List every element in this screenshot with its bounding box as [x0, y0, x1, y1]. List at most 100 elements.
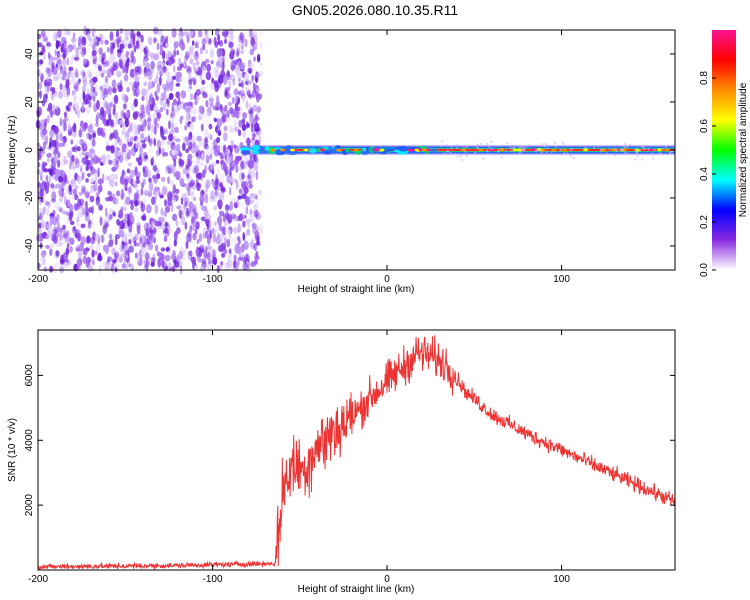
- noise-speckle: [105, 140, 110, 147]
- noise-speckle: [93, 181, 98, 192]
- noise-speckle: [143, 119, 147, 128]
- noise-speckle: [240, 80, 245, 89]
- noise-speckle: [69, 246, 73, 253]
- noise-speckle: [235, 164, 239, 174]
- noise-speckle: [166, 141, 171, 146]
- noise-speckle: [55, 72, 61, 81]
- noise-speckle: [155, 74, 159, 83]
- snr-x-tick-label: -100: [203, 574, 223, 585]
- noise-speckle: [124, 176, 130, 184]
- noise-speckle: [150, 229, 156, 239]
- noise-speckle: [176, 205, 182, 210]
- noise-speckle: [126, 109, 131, 120]
- noise-speckle: [66, 86, 71, 96]
- signal-band-core: [262, 148, 675, 152]
- noise-speckle: [118, 209, 123, 219]
- noise-speckle: [46, 41, 51, 46]
- noise-speckle: [156, 69, 160, 75]
- noise-speckle: [86, 69, 91, 76]
- noise-speckle: [256, 106, 262, 113]
- noise-speckle: [191, 147, 195, 153]
- signal-hotspot: [530, 148, 536, 152]
- faint-speckle: [600, 148, 603, 151]
- colorbar-tick-label: 0.4: [699, 167, 710, 181]
- noise-speckle: [115, 160, 119, 169]
- noise-speckle: [85, 237, 89, 245]
- faint-speckle: [560, 153, 564, 156]
- noise-speckle: [205, 71, 212, 81]
- noise-speckle: [222, 173, 226, 178]
- noise-speckle: [206, 245, 212, 251]
- noise-speckle: [219, 232, 225, 239]
- noise-speckle: [92, 38, 98, 43]
- noise-speckle: [88, 207, 93, 213]
- noise-speckle: [184, 201, 188, 208]
- noise-speckle: [193, 258, 196, 266]
- noise-speckle: [186, 101, 193, 107]
- noise-speckle: [211, 146, 214, 155]
- noise-speckle: [165, 82, 170, 92]
- noise-speckle: [37, 228, 43, 234]
- noise-speckle: [112, 259, 117, 264]
- noise-speckle: [154, 244, 159, 252]
- noise-speckle: [167, 196, 173, 207]
- spectrogram-x-tick-label: -100: [203, 274, 223, 285]
- noise-speckle: [225, 267, 228, 272]
- noise-speckle: [224, 228, 229, 234]
- noise-speckle: [88, 220, 91, 229]
- noise-speckle: [124, 255, 127, 264]
- noise-speckle: [78, 78, 81, 83]
- faint-speckle: [593, 146, 596, 149]
- noise-speckle: [135, 242, 141, 247]
- signal-blob: [252, 144, 261, 151]
- noise-speckle: [207, 133, 212, 139]
- noise-speckle: [240, 65, 245, 70]
- noise-speckle: [223, 145, 226, 153]
- faint-speckle: [490, 140, 493, 143]
- noise-speckle: [59, 83, 63, 91]
- noise-speckle: [94, 250, 98, 256]
- signal-hotspot: [425, 148, 431, 152]
- noise-speckle: [119, 150, 124, 157]
- noise-speckle: [170, 180, 175, 186]
- noise-speckle: [160, 130, 164, 139]
- noise-speckle: [144, 154, 149, 160]
- noise-speckle: [71, 178, 75, 187]
- noise-speckle: [139, 110, 144, 116]
- noise-speckle: [45, 174, 49, 182]
- noise-speckle: [112, 52, 116, 63]
- noise-speckle: [202, 136, 206, 145]
- noise-speckle: [160, 62, 166, 67]
- noise-speckle: [143, 56, 146, 67]
- noise-speckle: [128, 212, 132, 223]
- noise-speckle: [239, 202, 244, 208]
- noise-speckle: [191, 40, 195, 46]
- noise-speckle: [152, 112, 156, 119]
- noise-speckle: [153, 37, 157, 44]
- noise-speckle: [222, 161, 226, 171]
- noise-speckle: [218, 223, 222, 229]
- faint-speckle: [474, 151, 477, 154]
- noise-speckle: [162, 229, 167, 235]
- noise-speckle: [130, 130, 136, 138]
- noise-speckle: [54, 228, 58, 235]
- noise-speckle: [132, 91, 138, 97]
- noise-speckle: [43, 197, 46, 203]
- noise-speckle: [191, 216, 195, 224]
- faint-speckle: [453, 152, 457, 156]
- noise-speckle: [198, 115, 202, 121]
- noise-speckle: [230, 161, 235, 168]
- noise-speckle: [243, 240, 249, 251]
- noise-speckle: [108, 233, 113, 240]
- faint-speckle: [546, 147, 549, 150]
- noise-speckle: [210, 190, 216, 200]
- noise-speckle: [85, 178, 89, 183]
- noise-speckle: [224, 262, 227, 269]
- noise-speckle: [119, 175, 125, 185]
- noise-speckle: [217, 168, 221, 176]
- noise-speckle: [149, 147, 153, 153]
- noise-speckle: [45, 93, 48, 99]
- noise-speckle: [84, 200, 88, 209]
- noise-speckle: [184, 200, 188, 206]
